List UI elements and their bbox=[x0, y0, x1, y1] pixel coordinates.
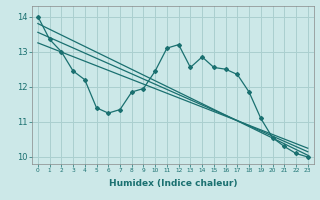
X-axis label: Humidex (Indice chaleur): Humidex (Indice chaleur) bbox=[108, 179, 237, 188]
